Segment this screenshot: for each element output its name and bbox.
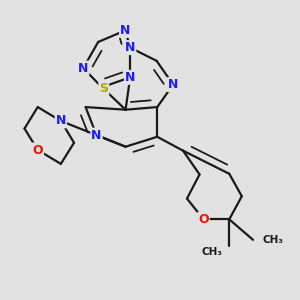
Text: CH₃: CH₃ [263, 235, 284, 245]
Text: N: N [56, 114, 66, 128]
Text: O: O [198, 213, 209, 226]
Text: N: N [125, 71, 135, 84]
Text: O: O [32, 143, 43, 157]
Text: S: S [99, 82, 108, 95]
Text: N: N [91, 129, 102, 142]
Text: N: N [120, 24, 130, 37]
Text: CH₃: CH₃ [202, 248, 223, 257]
Text: N: N [125, 41, 135, 54]
Text: N: N [168, 78, 178, 91]
Text: N: N [78, 61, 88, 75]
